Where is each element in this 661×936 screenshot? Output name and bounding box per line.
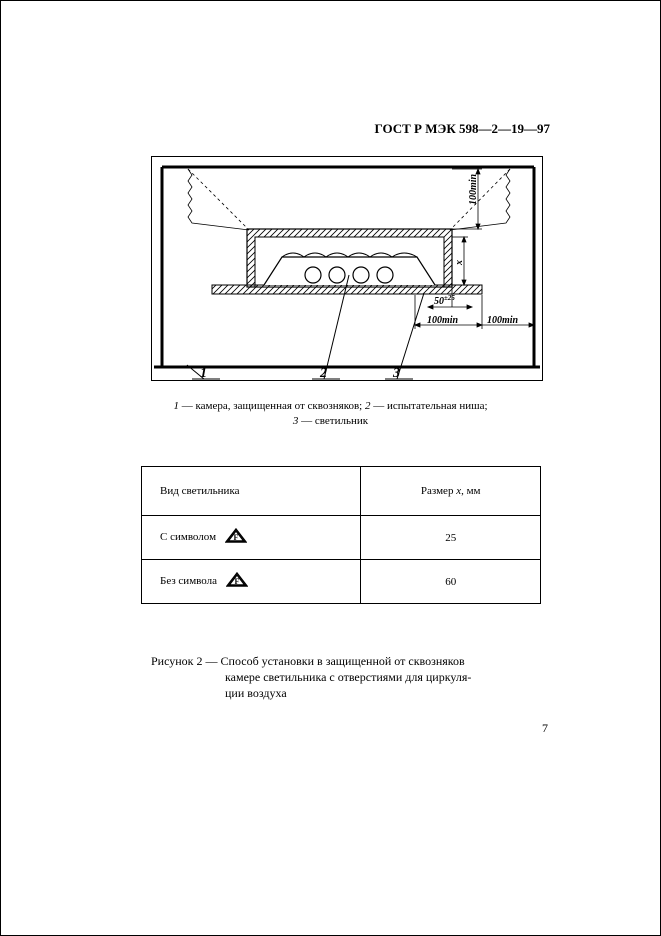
document-code: ГОСТ Р МЭК 598—2—19—97 xyxy=(375,121,550,137)
figure-legend: 1 1 — камера, защищенная от сквозняков; … xyxy=(121,399,540,429)
dim-100b: 100min xyxy=(487,315,519,326)
figure-caption: Рисунок 2 — Способ установки в защищенно… xyxy=(151,653,546,702)
row2-label: Без символа xyxy=(160,575,217,587)
callout-3: 3 xyxy=(392,366,400,380)
f-triangle-icon: F xyxy=(225,528,247,547)
callout-2: 2 xyxy=(319,366,327,380)
page-number: 7 xyxy=(542,721,548,736)
table-header-1: Вид светильника xyxy=(142,467,361,516)
legend-line1-render: — камера, защищенная от сквозняков; 2 — … xyxy=(182,400,488,412)
svg-text:F: F xyxy=(233,533,238,542)
page: ГОСТ Р МЭК 598—2—19—97 xyxy=(0,0,661,936)
table-row: Без символа F 60 xyxy=(142,560,541,604)
table-row: С символом F 25 xyxy=(142,516,541,560)
callout-1: 1 xyxy=(200,366,207,380)
legend-line2-render: — светильник xyxy=(301,415,368,427)
row1-value: 25 xyxy=(361,516,541,560)
dim-x: x xyxy=(454,260,465,266)
figure-svg: 50±25 100min 100min 100min x 1 2 3 xyxy=(152,157,542,380)
figure-frame: 50±25 100min 100min 100min x 1 2 3 xyxy=(151,156,543,381)
table-header-2: Размер x, мм Размер x, мм xyxy=(361,467,541,516)
dim-100v: 100min xyxy=(468,173,479,205)
row1-label: С символом xyxy=(160,531,216,543)
dimension-table: Вид светильника Размер x, мм Размер x, м… xyxy=(141,466,541,604)
row2-value: 60 xyxy=(361,560,541,604)
svg-text:F: F xyxy=(234,577,239,586)
f-triangle-icon: F xyxy=(226,572,248,591)
dim-100a: 100min xyxy=(427,315,459,326)
